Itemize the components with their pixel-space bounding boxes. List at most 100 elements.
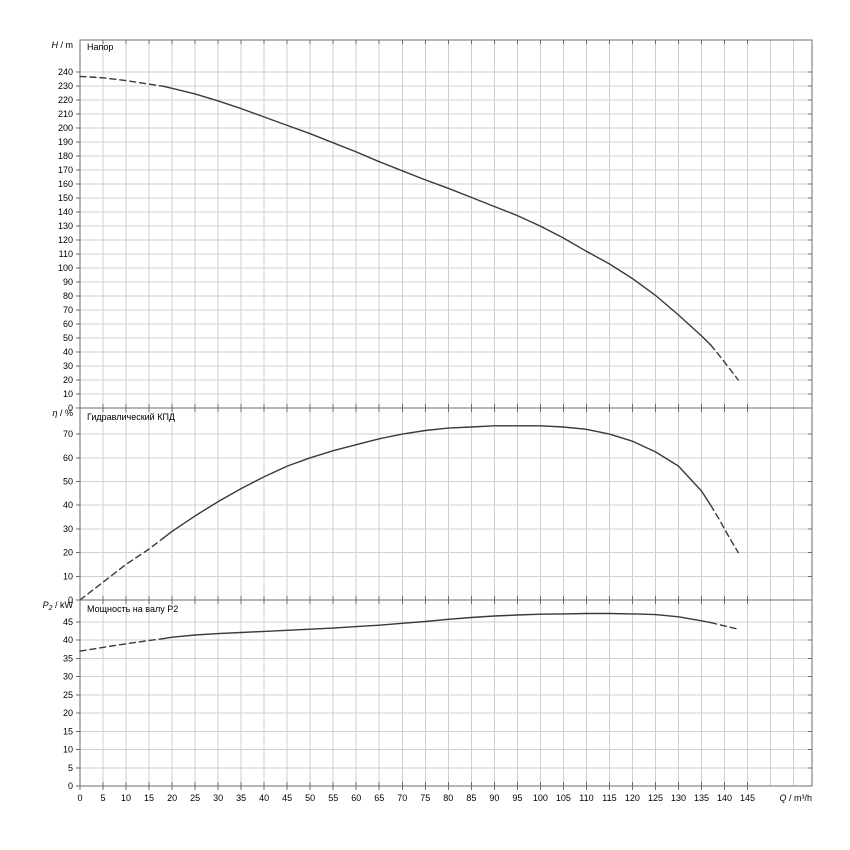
svg-text:10: 10: [63, 389, 73, 399]
svg-text:80: 80: [443, 793, 453, 803]
svg-text:25: 25: [190, 793, 200, 803]
svg-text:10: 10: [63, 571, 73, 581]
efficiency-grid: [80, 408, 812, 600]
svg-text:0: 0: [68, 781, 73, 791]
svg-text:220: 220: [58, 95, 73, 105]
svg-text:40: 40: [63, 635, 73, 645]
svg-text:90: 90: [63, 277, 73, 287]
svg-text:10: 10: [121, 793, 131, 803]
efficiency-curve-dashed-left: [79, 537, 164, 601]
svg-text:115: 115: [602, 793, 616, 803]
svg-text:140: 140: [717, 793, 732, 803]
panel-head: 0 10 20 30 40 50 60 70 80 90 100 110 120 130 140 150 160…: [52, 39, 813, 413]
svg-text:15: 15: [63, 726, 73, 736]
svg-text:100: 100: [58, 263, 73, 273]
svg-text:105: 105: [556, 793, 571, 803]
svg-text:20: 20: [167, 793, 177, 803]
power-curve-dashed-left: [79, 638, 164, 652]
svg-text:35: 35: [236, 793, 246, 803]
efficiency-ticks: [76, 408, 812, 601]
svg-text:45: 45: [63, 617, 73, 627]
power-panel-title: Мощность на валу P2: [87, 604, 179, 614]
svg-text:50: 50: [305, 793, 315, 803]
svg-text:65: 65: [374, 793, 384, 803]
svg-text:140: 140: [58, 207, 73, 217]
svg-text:20: 20: [63, 548, 73, 558]
svg-text:25: 25: [63, 690, 73, 700]
svg-text:240: 240: [58, 67, 73, 77]
svg-text:180: 180: [58, 151, 73, 161]
svg-text:70: 70: [63, 429, 73, 439]
svg-text:30: 30: [63, 672, 73, 682]
svg-text:5: 5: [68, 763, 73, 773]
efficiency-curve-solid: [162, 425, 712, 540]
svg-text:0: 0: [68, 403, 73, 413]
svg-text:40: 40: [63, 347, 73, 357]
efficiency-curve-dashed-right: [710, 504, 739, 554]
svg-text:40: 40: [259, 793, 269, 803]
svg-text:125: 125: [648, 793, 663, 803]
svg-text:30: 30: [63, 524, 73, 534]
efficiency-axis-title: η / %: [52, 408, 73, 418]
head-curve-solid: [162, 85, 712, 346]
svg-text:170: 170: [58, 165, 73, 175]
svg-text:130: 130: [671, 793, 686, 803]
svg-text:30: 30: [213, 793, 223, 803]
svg-text:95: 95: [512, 793, 522, 803]
svg-text:75: 75: [420, 793, 430, 803]
svg-text:110: 110: [579, 793, 593, 803]
svg-text:5: 5: [101, 793, 106, 803]
svg-text:90: 90: [489, 793, 499, 803]
svg-text:100: 100: [533, 793, 548, 803]
svg-text:190: 190: [58, 137, 73, 147]
head-curve-dashed-left: [79, 75, 164, 87]
svg-text:80: 80: [63, 291, 73, 301]
panel-power: 0 5 10 15 20 25 30 35 40 45 P2 / kW: [43, 599, 813, 791]
svg-text:20: 20: [63, 708, 73, 718]
svg-text:130: 130: [58, 221, 73, 231]
svg-text:0: 0: [77, 793, 82, 803]
svg-text:50: 50: [63, 476, 73, 486]
svg-text:20: 20: [63, 375, 73, 385]
svg-text:210: 210: [58, 109, 73, 119]
efficiency-panel-title: Гидравлический КПД: [87, 412, 176, 422]
power-ytick-labels: 0 5 10 15 20 25 30 35 40 45: [63, 617, 73, 791]
efficiency-ytick-labels: 0 10 20 30 40 50 60 70: [63, 429, 73, 605]
power-frame: [79, 599, 813, 787]
svg-text:15: 15: [144, 793, 154, 803]
head-grid: [80, 40, 812, 408]
svg-text:70: 70: [397, 793, 407, 803]
svg-text:30: 30: [63, 361, 73, 371]
head-frame: [79, 39, 813, 409]
power-axis-title: P2 / kW: [43, 600, 74, 612]
svg-text:160: 160: [58, 179, 73, 189]
x-axis-tick-labels: 0 5 10 15 20 25 30 35 40 45 50 55 60 65 70 75 80 85 90 95 10…: [77, 786, 755, 803]
power-curve-solid: [162, 612, 712, 640]
svg-text:110: 110: [59, 249, 73, 259]
svg-text:55: 55: [328, 793, 338, 803]
svg-text:135: 135: [694, 793, 709, 803]
svg-text:35: 35: [63, 653, 73, 663]
head-curve-dashed-right: [710, 344, 739, 381]
svg-text:85: 85: [466, 793, 476, 803]
power-curve-dashed-right: [710, 621, 739, 630]
svg-text:40: 40: [63, 500, 73, 510]
head-ticks: [76, 40, 812, 409]
svg-text:120: 120: [58, 235, 73, 245]
svg-text:70: 70: [63, 305, 73, 315]
head-ytick-labels: 0 10 20 30 40 50 60 70 80 90 100 110 120 130 140 150 160…: [58, 67, 73, 413]
svg-text:230: 230: [58, 81, 73, 91]
head-axis-title: H / m: [52, 40, 74, 50]
svg-text:60: 60: [63, 453, 73, 463]
svg-text:145: 145: [740, 793, 755, 803]
head-panel-title: Напор: [87, 42, 114, 52]
svg-text:0: 0: [68, 595, 73, 605]
svg-text:200: 200: [58, 123, 73, 133]
svg-text:150: 150: [58, 193, 73, 203]
panel-efficiency: 0 10 20 30 40 50 60 70 η / %: [52, 407, 813, 605]
svg-text:45: 45: [282, 793, 292, 803]
power-ticks: [76, 600, 812, 787]
x-axis-title: Q / m³/h: [779, 793, 812, 803]
